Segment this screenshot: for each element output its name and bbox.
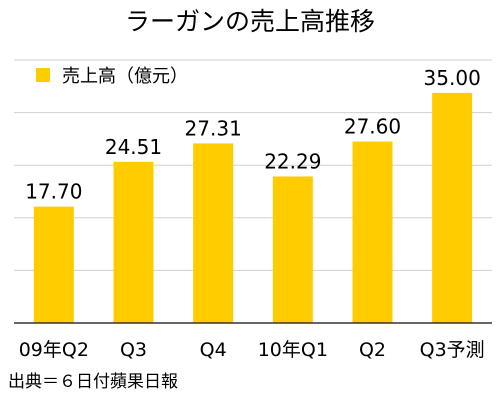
bar-value-label: 22.29 (264, 149, 321, 173)
bars-group (33, 92, 473, 323)
source-note: 出典＝６日付蘋果日報 (8, 372, 178, 392)
x-tick-label: Q2 (359, 339, 386, 361)
x-tick-label: Q4 (200, 339, 227, 361)
x-tick-label: 10年Q1 (258, 339, 328, 361)
bar-value-label: 27.60 (344, 115, 401, 139)
bar (113, 161, 154, 323)
x-tick-label: Q3 (120, 339, 147, 361)
legend: 売上高（億元） (36, 66, 188, 87)
bar (193, 143, 234, 323)
bar-value-label: 24.51 (105, 135, 162, 159)
bar (272, 176, 313, 323)
x-tick-label: Q3予測 (420, 339, 485, 361)
legend-label: 売上高（億元） (62, 66, 188, 87)
gridlines (14, 59, 492, 271)
bar (432, 92, 473, 323)
bar (33, 206, 74, 323)
bar-labels-group: 17.70 24.51 27.31 22.29 27.60 35.00 (25, 66, 481, 204)
legend-swatch (36, 68, 50, 82)
x-tick-label: 09年Q2 (19, 339, 89, 361)
bar-value-label: 35.00 (424, 66, 481, 90)
bar-value-label: 27.31 (185, 116, 242, 140)
chart-title: ラーガンの売上高推移 (125, 7, 375, 36)
x-tick-labels: 09年Q2 Q3 Q4 10年Q1 Q2 Q3予測 (19, 339, 485, 361)
bar-value-label: 17.70 (25, 180, 82, 204)
bar (352, 141, 393, 323)
